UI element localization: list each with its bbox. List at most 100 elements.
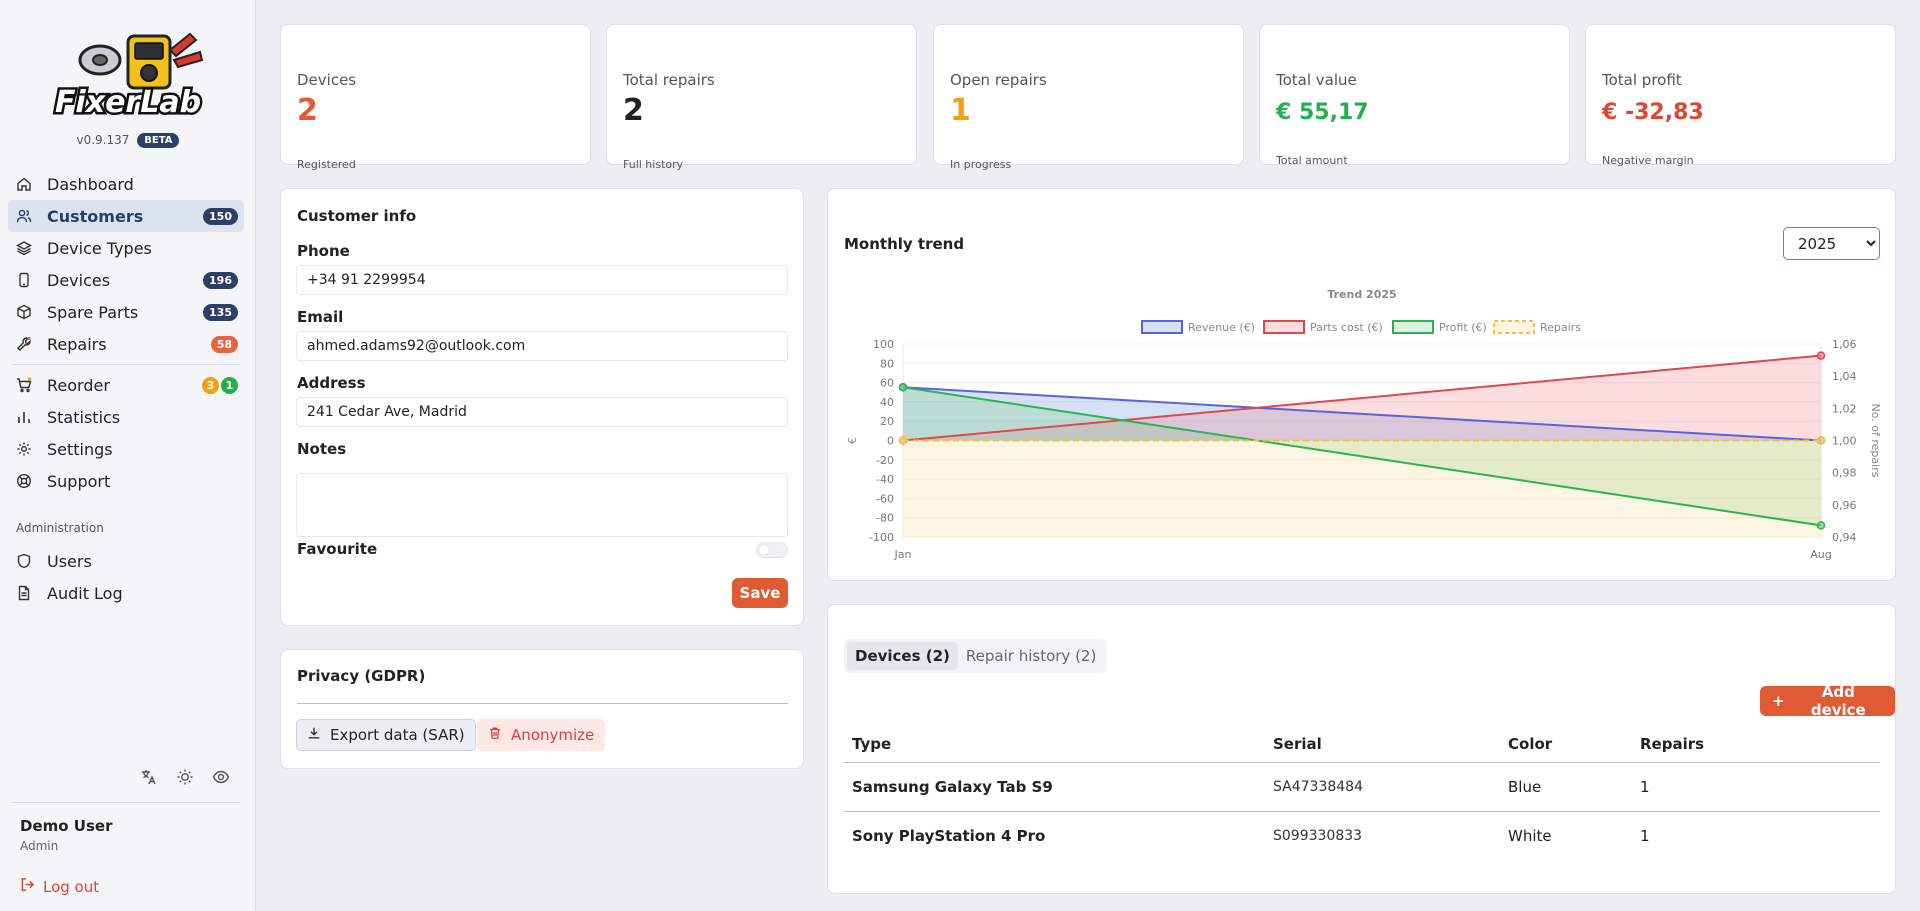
user-role: Admin bbox=[20, 839, 59, 853]
nav-item-spare-parts[interactable]: Spare Parts 135 bbox=[8, 296, 244, 328]
nav-item-devices[interactable]: Devices 196 bbox=[8, 264, 244, 296]
admin-nav: Users Audit Log bbox=[8, 545, 244, 609]
email-field[interactable] bbox=[296, 331, 788, 361]
privacy-divider bbox=[297, 703, 788, 704]
favourite-toggle[interactable] bbox=[756, 542, 788, 558]
logout-icon bbox=[20, 877, 35, 896]
logout-label: Log out bbox=[43, 877, 100, 896]
notes-field[interactable] bbox=[296, 473, 788, 537]
nav-label: Customers bbox=[47, 206, 144, 226]
main-nav: Dashboard Customers 150 Device Types Dev… bbox=[8, 168, 244, 360]
y2-tick-label: 1,06 bbox=[1832, 338, 1857, 351]
devices-count-badge: 196 bbox=[203, 272, 238, 289]
version-label: v0.9.137 bbox=[76, 133, 130, 147]
add-device-label: Add device bbox=[1810, 683, 1866, 719]
nav-item-customers[interactable]: Customers 150 bbox=[8, 200, 244, 232]
data-point bbox=[1816, 436, 1826, 445]
nav-item-users[interactable]: Users bbox=[8, 545, 244, 577]
nav-item-dashboard[interactable]: Dashboard bbox=[8, 168, 244, 200]
phone-field[interactable] bbox=[296, 265, 788, 295]
devices-table: Type Serial Color Repairs Samsung Galaxy… bbox=[844, 727, 1880, 860]
devices-tabs: Devices (2) Repair history (2) bbox=[844, 639, 1108, 673]
secondary-nav: Reorder 3 1 Statistics Settings Support bbox=[8, 369, 244, 497]
nav-divider bbox=[12, 364, 240, 365]
stat-sub: In progress bbox=[950, 158, 1012, 171]
stat-card-devices: Devices 2 Registered bbox=[280, 24, 591, 171]
nav-item-audit-log[interactable]: Audit Log bbox=[8, 577, 244, 609]
column-header-serial[interactable]: Serial bbox=[1265, 727, 1500, 763]
data-point bbox=[898, 383, 908, 392]
nav-item-support[interactable]: Support bbox=[8, 465, 244, 497]
nav-item-reorder[interactable]: Reorder 3 1 bbox=[8, 369, 244, 401]
year-select[interactable]: 2025 bbox=[1783, 227, 1880, 260]
tab-repair-history[interactable]: Repair history (2) bbox=[965, 647, 1097, 665]
add-device-button[interactable]: + Add device bbox=[1760, 683, 1895, 719]
user-name: Demo User bbox=[20, 817, 113, 835]
y-tick-label: -80 bbox=[876, 512, 894, 525]
y2-tick-label: 0,96 bbox=[1832, 499, 1857, 512]
plus-icon: + bbox=[1772, 692, 1785, 710]
document-icon bbox=[16, 585, 32, 601]
stat-sub: Registered bbox=[297, 158, 356, 171]
cart-icon bbox=[16, 377, 32, 393]
nav-label: Spare Parts bbox=[47, 302, 139, 322]
legend-swatch bbox=[1392, 320, 1434, 334]
nav-item-statistics[interactable]: Statistics bbox=[8, 401, 244, 433]
download-icon bbox=[307, 726, 321, 744]
reorder-pending-badge: 3 bbox=[202, 377, 219, 394]
y-tick-label: -60 bbox=[876, 492, 894, 505]
legend-label: Parts cost (€) bbox=[1310, 321, 1383, 334]
y-tick-label: 60 bbox=[880, 377, 894, 390]
phone-icon bbox=[16, 272, 32, 288]
device-type-cell[interactable]: Sony PlayStation 4 Pro bbox=[852, 826, 1046, 845]
translate-icon[interactable] bbox=[138, 766, 160, 788]
column-header-type[interactable]: Type bbox=[844, 727, 1265, 763]
spare-parts-count-badge: 135 bbox=[203, 304, 238, 321]
y2-tick-label: 1,00 bbox=[1832, 435, 1857, 448]
device-type-cell[interactable]: Samsung Galaxy Tab S9 bbox=[844, 762, 1265, 812]
save-button[interactable]: Save bbox=[732, 578, 788, 608]
nav-item-settings[interactable]: Settings bbox=[8, 433, 244, 465]
stat-card-open-repairs: Open repairs 1 In progress bbox=[933, 24, 1244, 171]
eye-icon[interactable] bbox=[210, 766, 232, 788]
data-point bbox=[898, 436, 908, 445]
anonymize-button[interactable]: Anonymize bbox=[477, 719, 606, 751]
beta-badge: BETA bbox=[137, 133, 180, 148]
nav-label: Dashboard bbox=[47, 174, 134, 194]
monthly-trend-title: Monthly trend bbox=[844, 235, 965, 253]
version-info: v0.9.137 BETA bbox=[0, 133, 256, 148]
address-label: Address bbox=[297, 374, 366, 392]
column-header-color[interactable]: Color bbox=[1500, 727, 1632, 763]
legend-label: Profit (€) bbox=[1439, 321, 1487, 334]
address-field[interactable] bbox=[296, 397, 788, 427]
fixerlab-logo[interactable]: FixerLab bbox=[50, 30, 206, 122]
legend-swatch bbox=[1493, 320, 1535, 334]
admin-section-label: Administration bbox=[16, 521, 104, 535]
tab-devices[interactable]: Devices (2) bbox=[847, 642, 958, 670]
nav-item-repairs[interactable]: Repairs 58 bbox=[8, 328, 244, 360]
table-row[interactable]: Samsung Galaxy Tab S9 SA47338484 Blue 1 bbox=[844, 762, 1880, 812]
x-tick-label: Aug bbox=[1810, 548, 1831, 561]
stat-sub: Negative margin bbox=[1602, 154, 1694, 167]
stat-card-total-profit: Total profit € -32,83 Negative margin bbox=[1585, 24, 1896, 167]
y-tick-label: 80 bbox=[880, 357, 894, 370]
device-serial-cell: SA47338484 bbox=[1265, 762, 1500, 812]
column-header-repairs[interactable]: Repairs bbox=[1632, 727, 1880, 763]
chart-title: Trend 2025 bbox=[1327, 288, 1396, 301]
stat-card-total-value: Total value € 55,17 Total amount bbox=[1259, 24, 1570, 167]
trend-chart: Trend 2025 Revenue (€) Parts cost (€) Profi… bbox=[846, 288, 1882, 561]
nav-item-device-types[interactable]: Device Types bbox=[8, 232, 244, 264]
y2-tick-label: 0,94 bbox=[1832, 531, 1857, 544]
devices-card: Devices (2) Repair history (2) + Add dev… bbox=[827, 604, 1896, 894]
users-icon bbox=[16, 208, 32, 224]
anonymize-label: Anonymize bbox=[511, 726, 595, 744]
sun-icon[interactable] bbox=[174, 766, 196, 788]
table-row[interactable]: Sony PlayStation 4 Pro S099330833 White … bbox=[844, 811, 1880, 860]
nav-label: Users bbox=[47, 551, 92, 571]
trash-icon bbox=[488, 726, 502, 744]
export-data-button[interactable]: Export data (SAR) bbox=[296, 719, 476, 751]
logout-button[interactable]: Log out bbox=[20, 877, 99, 896]
lifebuoy-icon bbox=[16, 473, 32, 489]
wrench-icon bbox=[16, 336, 32, 352]
y-tick-label: 40 bbox=[880, 396, 894, 409]
